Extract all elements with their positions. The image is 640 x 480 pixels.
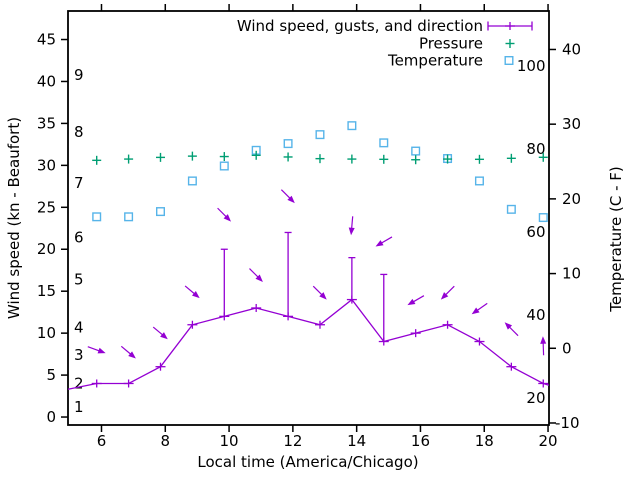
svg-text:40: 40 <box>526 306 545 324</box>
svg-text:3: 3 <box>74 346 84 364</box>
svg-text:20: 20 <box>37 240 56 258</box>
svg-text:20: 20 <box>538 432 557 450</box>
legend-label: Pressure <box>419 35 483 53</box>
wind-direction-arrows <box>87 189 547 359</box>
svg-text:80: 80 <box>526 140 545 158</box>
svg-text:30: 30 <box>37 156 56 174</box>
temperature-series <box>92 121 548 223</box>
wind-axis-tick-labels: 0 5 10 15 20 25 30 35 40 45 <box>37 31 56 427</box>
beaufort-scale-labels: 1 2 3 4 5 6 7 8 9 <box>74 66 84 416</box>
svg-text:10: 10 <box>562 265 581 283</box>
x-tick-labels: 6 8 10 12 14 16 18 20 <box>97 432 558 450</box>
right-axis-title: Temperature (C - F) <box>607 166 625 313</box>
svg-text:60: 60 <box>526 223 545 241</box>
svg-text:4: 4 <box>74 318 84 336</box>
svg-text:7: 7 <box>74 174 84 192</box>
svg-text:10: 10 <box>37 324 56 342</box>
svg-text:35: 35 <box>37 114 56 132</box>
svg-text:6: 6 <box>74 229 84 247</box>
svg-text:20: 20 <box>526 389 545 407</box>
svg-text:40: 40 <box>37 72 56 90</box>
svg-text:0: 0 <box>46 408 56 426</box>
svg-text:9: 9 <box>74 66 84 84</box>
temp-axis-tick-labels: -10 0 10 20 30 40 <box>555 40 581 432</box>
svg-text:1: 1 <box>74 398 84 416</box>
svg-text:20: 20 <box>562 190 581 208</box>
svg-text:0: 0 <box>562 339 572 357</box>
svg-text:40: 40 <box>562 40 581 58</box>
pressure-series <box>92 150 548 165</box>
svg-text:12: 12 <box>283 432 302 450</box>
svg-text:10: 10 <box>220 432 239 450</box>
x-axis-title: Local time (America/Chicago) <box>197 453 418 471</box>
svg-text:2: 2 <box>74 374 84 392</box>
svg-text:16: 16 <box>411 432 430 450</box>
wind-gust-bars <box>220 231 388 342</box>
svg-text:45: 45 <box>37 31 56 49</box>
fahrenheit-scale-labels: 20 40 60 80 100 <box>517 57 546 407</box>
svg-text:14: 14 <box>347 432 366 450</box>
svg-text:25: 25 <box>37 198 56 216</box>
svg-text:100: 100 <box>517 57 546 75</box>
wind-speed-series <box>67 295 550 390</box>
svg-text:18: 18 <box>475 432 494 450</box>
svg-text:30: 30 <box>562 115 581 133</box>
legend-label: Temperature <box>387 52 483 70</box>
svg-text:8: 8 <box>161 432 171 450</box>
svg-text:5: 5 <box>74 270 84 288</box>
svg-text:8: 8 <box>74 123 84 141</box>
axis-titles: Local time (America/Chicago) Wind speed (… <box>5 117 625 471</box>
svg-text:15: 15 <box>37 282 56 300</box>
legend: Wind speed, gusts, and directionPressure… <box>237 17 533 70</box>
plot-border <box>67 10 550 426</box>
axis-ticks <box>61 4 556 432</box>
svg-text:6: 6 <box>97 432 107 450</box>
left-axis-title: Wind speed (kn - Beaufort) <box>5 117 23 319</box>
legend-label: Wind speed, gusts, and direction <box>237 17 483 35</box>
svg-text:5: 5 <box>46 366 56 384</box>
svg-text:-10: -10 <box>555 414 580 432</box>
